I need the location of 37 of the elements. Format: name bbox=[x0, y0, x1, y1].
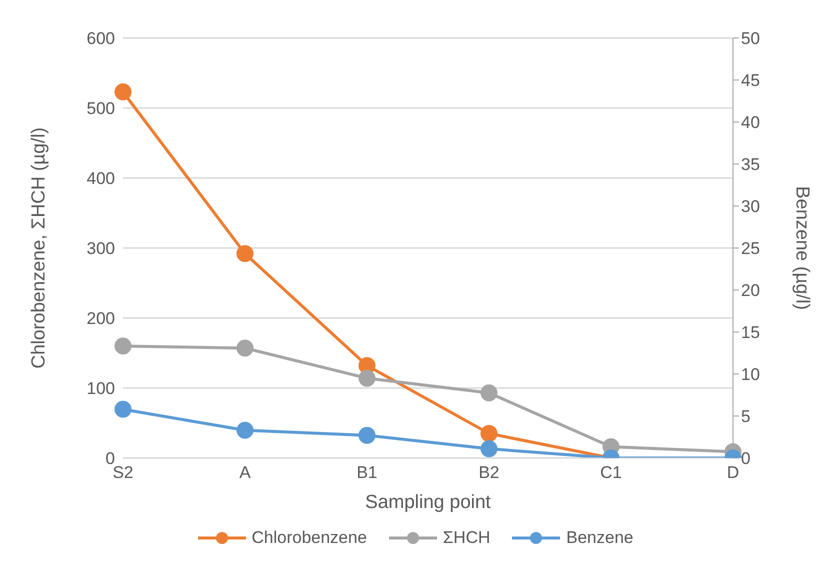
y2-tick-label: 40 bbox=[741, 113, 760, 132]
point bbox=[114, 83, 132, 100]
y2-tick-label: 5 bbox=[741, 407, 750, 426]
y2-axis-title: Benzene (µg/l) bbox=[791, 186, 812, 310]
y2-tick-label: 0 bbox=[741, 449, 750, 468]
x-axis-title: Sampling point bbox=[365, 492, 492, 513]
y2-tick-label: 50 bbox=[741, 29, 760, 48]
y2-tick-label: 15 bbox=[741, 323, 760, 342]
point bbox=[236, 340, 254, 357]
y-tick-label: 0 bbox=[106, 449, 115, 468]
y-tick-label: 100 bbox=[86, 379, 115, 398]
y-tick-label: 600 bbox=[86, 29, 115, 48]
y2-tick-label: 10 bbox=[741, 365, 760, 384]
point bbox=[358, 370, 376, 387]
point bbox=[236, 245, 254, 262]
y-tick-label: 500 bbox=[86, 99, 115, 118]
x-tick-label: D bbox=[726, 463, 740, 482]
y2-tick-label: 35 bbox=[741, 155, 760, 174]
y2-tick-label: 30 bbox=[741, 197, 760, 216]
x-tick-label: C1 bbox=[600, 463, 622, 482]
point bbox=[114, 338, 132, 354]
y2-tick-label: 25 bbox=[741, 239, 760, 258]
y-tick-label: 300 bbox=[86, 239, 115, 258]
x-tick-label: A bbox=[239, 463, 252, 482]
x-tick-label: S2 bbox=[112, 463, 134, 482]
x-tick-label: B1 bbox=[356, 463, 378, 482]
legend-label: ΣHCH bbox=[442, 528, 490, 548]
point bbox=[480, 425, 498, 442]
y-axis-title: Chlorobenzene, ΣHCH (µg/l) bbox=[28, 127, 50, 369]
legend-label: Chlorobenzene bbox=[252, 528, 367, 548]
y2-tick-label: 20 bbox=[741, 281, 760, 300]
y-tick-label: 200 bbox=[86, 309, 115, 328]
legend-label: Benzene bbox=[566, 528, 634, 548]
y2-tick-label: 45 bbox=[741, 71, 760, 90]
x-tick-label: B2 bbox=[478, 463, 500, 482]
y-tick-label: 400 bbox=[86, 169, 115, 188]
point bbox=[480, 384, 498, 402]
